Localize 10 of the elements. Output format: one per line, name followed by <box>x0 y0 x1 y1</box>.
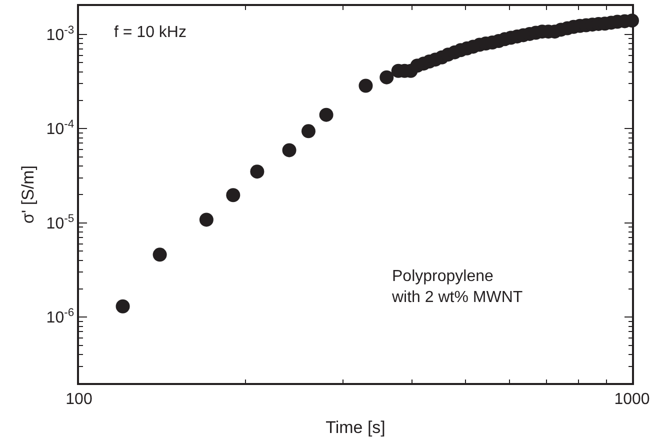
x-axis-title: Time [s] <box>326 418 386 437</box>
y-tick-label: 10$^{-3}$ <box>46 24 74 44</box>
y-axis-title: σ' [S/m] <box>18 165 38 224</box>
y-tick-label: 10$^{-6}$ <box>46 307 74 327</box>
annotation: Polypropylene with 2 wt% MWNT <box>391 268 523 306</box>
annotation: f = 10 kHz <box>114 24 186 41</box>
x-tick-label: 1000 <box>614 390 650 408</box>
y-tick-label: 10$^{-5}$ <box>46 212 74 232</box>
x-tick-label: 100 <box>66 390 92 408</box>
y-tick-label: 10$^{-4}$ <box>46 118 74 138</box>
